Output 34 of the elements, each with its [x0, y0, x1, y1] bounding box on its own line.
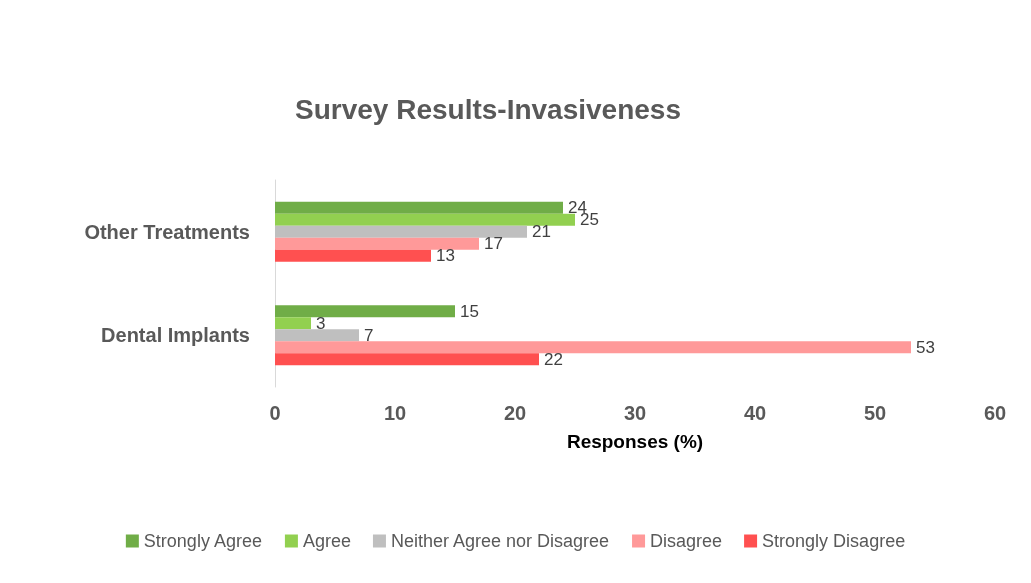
bar — [275, 249, 431, 262]
bar — [275, 329, 359, 342]
legend-label: Agree — [302, 531, 351, 551]
data-label: 3 — [316, 313, 326, 333]
x-tick-label: 30 — [623, 402, 647, 424]
data-label: 7 — [364, 325, 374, 345]
chart-title: Survey Results-Invasiveness — [295, 93, 681, 125]
bar — [275, 305, 455, 318]
bar — [275, 225, 527, 238]
bar — [275, 201, 563, 214]
x-tick-label: 40 — [743, 402, 767, 424]
data-label: 53 — [916, 337, 935, 357]
data-label: 13 — [436, 246, 455, 266]
bar — [275, 341, 911, 354]
y-tick-label: Dental Implants — [101, 324, 250, 347]
x-tick-label: 0 — [269, 402, 281, 424]
bar — [275, 237, 479, 250]
legend-label: Strongly Disagree — [762, 531, 906, 551]
bar — [275, 317, 311, 330]
legend-label: Strongly Agree — [143, 531, 262, 551]
y-tick-label: Other Treatments — [84, 220, 250, 243]
x-tick-label: 10 — [383, 402, 407, 424]
x-tick-label: 60 — [983, 402, 1007, 424]
legend-label: Neither Agree nor Disagree — [390, 531, 610, 551]
x-tick-label: 50 — [863, 402, 887, 424]
x-axis-title: Responses (%) — [566, 431, 704, 452]
data-label: 21 — [532, 222, 551, 242]
data-label: 17 — [484, 234, 503, 254]
bar — [275, 213, 575, 226]
x-tick-label: 20 — [503, 402, 527, 424]
data-label: 22 — [544, 349, 563, 369]
bar — [275, 353, 539, 366]
legend-label: Disagree — [650, 531, 723, 551]
data-label: 15 — [460, 301, 479, 321]
